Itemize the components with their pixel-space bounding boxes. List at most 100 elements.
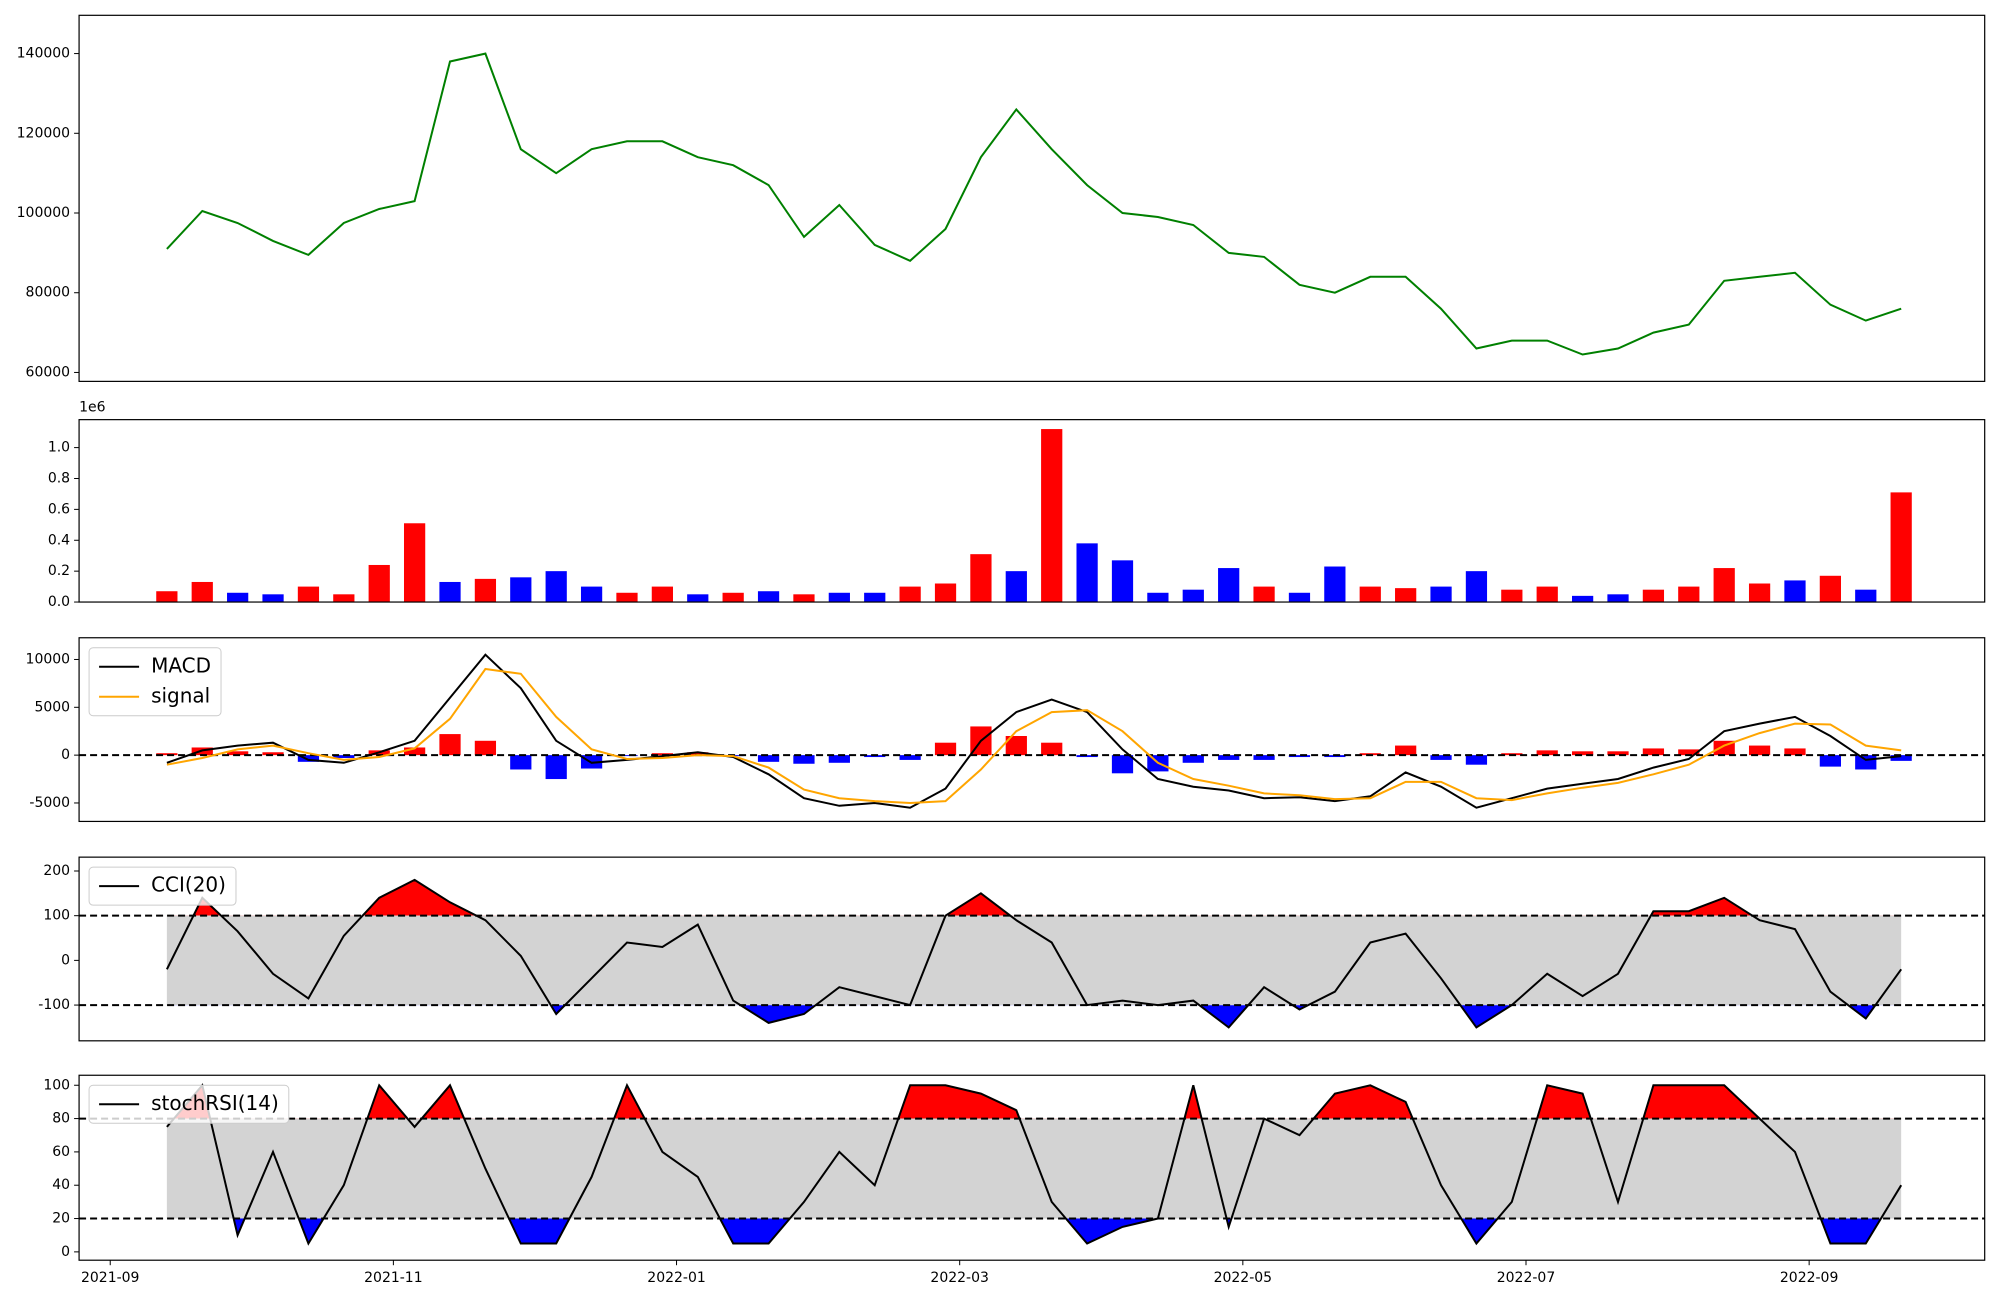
y-tick-label: 0.0 xyxy=(48,594,70,610)
bar xyxy=(687,594,709,603)
y-tick-label: 0 xyxy=(61,1244,70,1260)
bar xyxy=(1288,592,1311,603)
histogram-bar xyxy=(1253,755,1275,760)
bar xyxy=(1218,568,1240,603)
bar xyxy=(1713,568,1735,603)
bar xyxy=(1784,580,1806,603)
x-tick-label: 2022-03 xyxy=(930,1270,989,1286)
histogram-bar xyxy=(616,755,638,757)
bar xyxy=(1642,589,1665,603)
data-line xyxy=(166,667,1902,805)
histogram-bar xyxy=(1182,755,1204,763)
bar xyxy=(1607,594,1629,603)
histogram-bar xyxy=(333,755,355,759)
histogram-bar xyxy=(899,755,921,760)
bar xyxy=(580,586,603,603)
bar xyxy=(1076,543,1098,603)
histogram-bar xyxy=(1111,755,1134,774)
histogram-bar xyxy=(297,755,320,762)
histogram-bar xyxy=(687,752,709,756)
histogram-bar xyxy=(474,740,497,756)
bar xyxy=(757,591,780,603)
bar xyxy=(1465,571,1488,603)
y-tick-label: 80000 xyxy=(26,285,71,301)
x-tick-label: 2022-01 xyxy=(647,1270,706,1286)
bar xyxy=(1359,586,1381,603)
y-tick-label: 0.4 xyxy=(48,532,70,548)
legend-label: signal xyxy=(151,683,210,707)
y-tick-label: 0 xyxy=(61,747,70,763)
neutral-band xyxy=(166,1118,1902,1219)
histogram-bar xyxy=(1607,751,1629,756)
histogram-bar xyxy=(934,742,957,756)
bar xyxy=(227,592,249,603)
histogram-bar xyxy=(1041,742,1063,756)
bar xyxy=(864,592,886,603)
bar xyxy=(970,554,992,603)
y-tick-label: 140000 xyxy=(17,46,70,62)
plot-frame xyxy=(78,637,1986,823)
y-tick-label: 10000 xyxy=(26,651,71,667)
panel: -5000 0 5000 10000 MACD signal xyxy=(26,637,1986,823)
data-line xyxy=(166,878,1903,1029)
data-line xyxy=(166,52,1902,356)
bar xyxy=(333,594,355,603)
histogram-bar xyxy=(1855,755,1877,770)
bar xyxy=(1501,589,1523,603)
histogram-bar xyxy=(156,753,178,756)
histogram-bar xyxy=(1288,755,1311,758)
histogram-bar xyxy=(1430,755,1452,760)
histogram-bar xyxy=(1890,755,1912,761)
y-tick-label: 5000 xyxy=(34,699,70,715)
histogram-bar xyxy=(793,755,815,764)
panel: -100 0 100 200 CCI(20) xyxy=(38,856,1986,1042)
bar xyxy=(1572,595,1594,603)
bar xyxy=(1111,560,1134,603)
legend-label: CCI(20) xyxy=(151,873,226,897)
histogram-bar xyxy=(1536,750,1558,756)
bar xyxy=(1855,589,1877,603)
y-tick-label: 60 xyxy=(52,1144,70,1160)
histogram-bar xyxy=(1819,755,1841,767)
bar xyxy=(1395,588,1417,603)
oversold-fill xyxy=(166,1218,1902,1244)
histogram-bar xyxy=(1218,755,1240,760)
y-tick-label: 200 xyxy=(43,863,70,879)
oversold-fill xyxy=(166,1005,1902,1028)
histogram-bar xyxy=(1465,755,1488,765)
histogram-bar xyxy=(1678,749,1700,756)
histogram-bar xyxy=(262,752,284,756)
y-tick-label: 100 xyxy=(43,908,70,924)
y-tick-label: 60000 xyxy=(26,364,71,380)
axis-offset-label: 1e6 xyxy=(79,400,106,416)
y-tick-label: 100000 xyxy=(17,205,70,221)
histogram-bar xyxy=(227,751,249,756)
bar xyxy=(828,592,850,603)
data-line xyxy=(166,653,1902,809)
x-tick-label: 2022-07 xyxy=(1497,1270,1556,1286)
histogram-bar xyxy=(1784,748,1806,756)
x-tick-label: 2022-05 xyxy=(1214,1270,1273,1286)
bar xyxy=(1890,492,1912,603)
y-tick-label: 80 xyxy=(52,1111,70,1127)
bar xyxy=(1678,586,1700,603)
bar xyxy=(1324,566,1346,603)
legend-box xyxy=(88,866,237,906)
y-tick-label: -100 xyxy=(38,997,70,1013)
histogram-bar xyxy=(1572,751,1594,756)
y-tick-label: -5000 xyxy=(29,795,70,811)
bar xyxy=(1041,429,1063,603)
y-tick-label: 40 xyxy=(52,1177,70,1193)
y-tick-label: 0.6 xyxy=(48,501,70,517)
bar xyxy=(474,578,497,603)
overbought-fill xyxy=(166,879,1902,916)
histogram-bar xyxy=(439,734,461,756)
bar xyxy=(191,581,213,603)
y-tick-label: 1.0 xyxy=(48,440,70,456)
panel: 1e6 0.0 0.2 0.4 0.6 0.8 1.0 xyxy=(48,400,1986,610)
y-tick-label: 0 xyxy=(61,952,70,968)
bar xyxy=(1147,592,1169,603)
histogram-bar xyxy=(403,747,426,756)
bar xyxy=(1536,586,1558,603)
